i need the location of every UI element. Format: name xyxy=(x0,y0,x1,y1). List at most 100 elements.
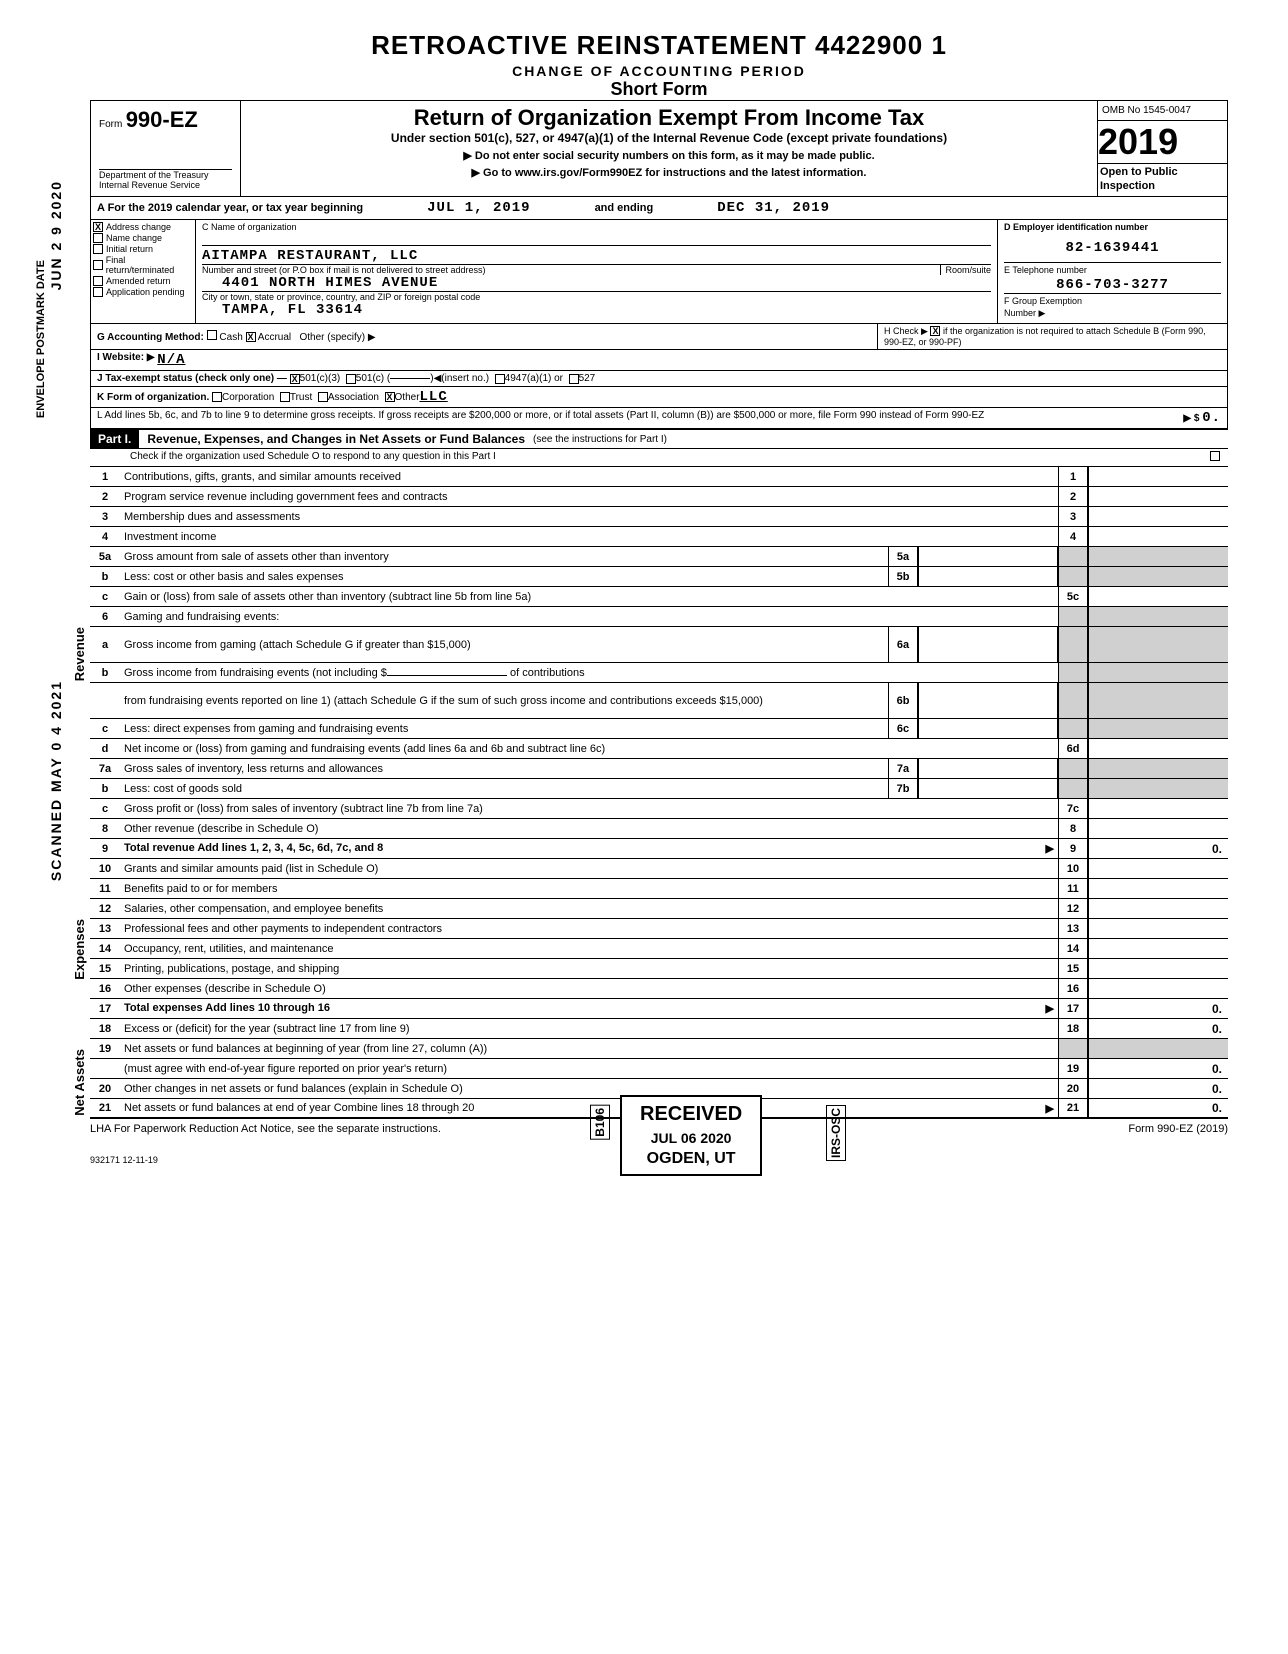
received-location: OGDEN, UT xyxy=(640,1150,742,1168)
form-title: Return of Organization Exempt From Incom… xyxy=(249,105,1089,131)
checkbox-address-change[interactable]: X xyxy=(93,222,103,232)
checkbox-501c3[interactable]: X xyxy=(290,374,300,384)
checkbox-name-change[interactable] xyxy=(93,233,103,243)
cb-label-name: Name change xyxy=(106,233,162,243)
form-footer: Form 990-EZ (2019) xyxy=(1128,1123,1228,1135)
line-a-mid: and ending xyxy=(595,202,654,214)
revenue-section-label: Revenue xyxy=(72,627,87,681)
tax-year: 2019 xyxy=(1098,121,1227,163)
line-20: Other changes in net assets or fund bala… xyxy=(120,1081,1058,1097)
line-1: Contributions, gifts, grants, and simila… xyxy=(120,469,1058,485)
envelope-postmark-label: ENVELOPE POSTMARK DATE xyxy=(35,260,47,418)
section-c-label: C Name of organization xyxy=(202,222,991,232)
opt-corp: Corporation xyxy=(222,392,274,403)
form-note-1: ▶ Do not enter social security numbers o… xyxy=(249,149,1089,162)
line-l-value: 0. xyxy=(1202,410,1221,426)
line-5c: Gain or (loss) from sale of assets other… xyxy=(120,589,1058,605)
checkbox-schedule-o[interactable] xyxy=(1210,451,1220,461)
checkbox-accrual[interactable]: X xyxy=(246,332,256,342)
cash-label: Cash xyxy=(219,332,242,343)
form-subtitle: Under section 501(c), 527, or 4947(a)(1)… xyxy=(249,131,1089,145)
omb-number: OMB No 1545-0047 xyxy=(1098,101,1227,121)
phone: 866-703-3277 xyxy=(1004,277,1221,294)
line-8: Other revenue (describe in Schedule O) xyxy=(120,821,1058,837)
checkbox-h[interactable]: X xyxy=(930,326,940,336)
line-19b: (must agree with end-of-year figure repo… xyxy=(120,1061,1058,1077)
line-4: Investment income xyxy=(120,529,1058,545)
checkbox-other-org[interactable]: X xyxy=(385,392,395,402)
checkbox-501c[interactable] xyxy=(346,374,356,384)
checkbox-trust[interactable] xyxy=(280,392,290,402)
part-1-label: Part I. xyxy=(90,430,139,448)
line-i-label: I Website: ▶ xyxy=(97,352,155,368)
form-note-2: ▶ Go to www.irs.gov/Form990EZ for instru… xyxy=(249,166,1089,179)
scan-date-1: JUN 2 9 2020 xyxy=(48,180,64,290)
line-6c: Less: direct expenses from gaming and fu… xyxy=(120,721,888,737)
line-14: Occupancy, rent, utilities, and maintena… xyxy=(120,941,1058,957)
line-16: Other expenses (describe in Schedule O) xyxy=(120,981,1058,997)
room-suite: Room/suite xyxy=(940,265,991,275)
part-1-instr: (see the instructions for Part I) xyxy=(533,434,667,445)
val-19: 0. xyxy=(1088,1059,1228,1078)
part-1-sub: Check if the organization used Schedule … xyxy=(90,449,1228,467)
opt-527: 527 xyxy=(579,373,596,384)
checkbox-527[interactable] xyxy=(569,374,579,384)
opt-501c: 501(c) ( xyxy=(356,373,390,384)
checkbox-4947[interactable] xyxy=(495,374,505,384)
checkbox-amended[interactable] xyxy=(93,276,103,286)
line-k: K Form of organization. Corporation Trus… xyxy=(90,387,1228,408)
line-a: A For the 2019 calendar year, or tax yea… xyxy=(90,197,1228,220)
line-6: Gaming and fundraising events: xyxy=(120,609,1058,625)
val-9: 0. xyxy=(1088,839,1228,858)
website: N/A xyxy=(157,352,185,368)
line-7b: Less: cost of goods sold xyxy=(120,781,888,797)
val-18: 0. xyxy=(1088,1019,1228,1038)
short-form-label: Short Form xyxy=(90,79,1228,100)
addr-label: Number and street (or P.O box if mail is… xyxy=(202,265,485,275)
checkbox-pending[interactable] xyxy=(93,287,103,297)
netassets-section-label: Net Assets xyxy=(72,1049,87,1116)
cb-label-address: Address change xyxy=(106,222,171,232)
line-17: Total expenses Add lines 10 through 16 ▶ xyxy=(120,1000,1058,1017)
cb-label-amended: Amended return xyxy=(106,276,171,286)
val-20: 0. xyxy=(1088,1079,1228,1098)
part-1-header: Part I. Revenue, Expenses, and Changes i… xyxy=(90,429,1228,449)
form-number: 990-EZ xyxy=(126,107,198,132)
checkbox-corp[interactable] xyxy=(212,392,222,402)
section-c: C Name of organization AITAMPA RESTAURAN… xyxy=(196,220,997,323)
line-5a: Gross amount from sale of assets other t… xyxy=(120,549,888,565)
line-19: Net assets or fund balances at beginning… xyxy=(120,1041,1058,1057)
line-11: Benefits paid to or for members xyxy=(120,881,1058,897)
line-13: Professional fees and other payments to … xyxy=(120,921,1058,937)
checkbox-initial[interactable] xyxy=(93,244,103,254)
accounting-period-stamp: CHANGE OF ACCOUNTING PERIOD xyxy=(90,63,1228,79)
city-label: City or town, state or province, country… xyxy=(202,291,991,302)
cb-label-pending: Application pending xyxy=(106,287,185,297)
checkbox-cash[interactable] xyxy=(207,330,217,340)
opt-trust: Trust xyxy=(290,392,312,403)
line-l-arrow: ▶ $ xyxy=(1183,413,1199,424)
line-2: Program service revenue including govern… xyxy=(120,489,1058,505)
val-17: 0. xyxy=(1088,999,1228,1018)
received-stamp: RECEIVED JUL 06 2020 OGDEN, UT xyxy=(620,1095,762,1176)
tax-year-end: DEC 31, 2019 xyxy=(717,200,830,216)
checkbox-assoc[interactable] xyxy=(318,392,328,402)
received-label: RECEIVED xyxy=(640,1103,742,1126)
accrual-label: Accrual xyxy=(258,332,291,343)
line-l-text: L Add lines 5b, 6c, and 7b to line 9 to … xyxy=(97,410,1041,426)
section-e-label: E Telephone number xyxy=(1004,265,1221,275)
line-12: Salaries, other compensation, and employ… xyxy=(120,901,1058,917)
dept-label: Department of the Treasury Internal Reve… xyxy=(99,169,232,190)
tax-year-begin: JUL 1, 2019 xyxy=(427,200,530,216)
line-6b: Gross income from fundraising events (no… xyxy=(120,665,1058,681)
opt-assoc: Association xyxy=(328,392,379,403)
form-header: Form 990-EZ Department of the Treasury I… xyxy=(90,100,1228,197)
line-l: L Add lines 5b, 6c, and 7b to line 9 to … xyxy=(90,408,1228,429)
lha-notice: LHA For Paperwork Reduction Act Notice, … xyxy=(90,1123,441,1135)
checkbox-final[interactable] xyxy=(93,260,103,270)
other-org-val: LLC xyxy=(420,389,448,405)
line-a-prefix: A For the 2019 calendar year, or tax yea… xyxy=(97,202,363,214)
org-name: AITAMPA RESTAURANT, LLC xyxy=(202,248,991,264)
ein: 82-1639441 xyxy=(1004,234,1221,263)
opt-insert: )◀(insert no.) xyxy=(430,373,489,384)
